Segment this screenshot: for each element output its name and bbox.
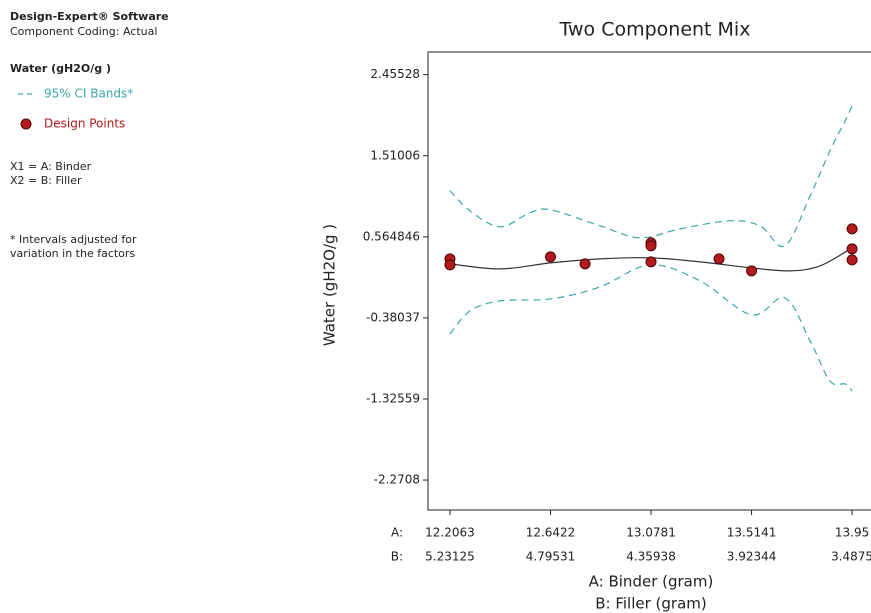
design-point xyxy=(847,244,857,254)
y-tick-label: -2.2708 xyxy=(374,473,420,487)
design-point xyxy=(646,257,656,267)
legend-label: Design Points xyxy=(44,117,125,131)
y-tick-label: -1.32559 xyxy=(366,391,420,405)
legend-marker xyxy=(21,119,31,129)
y-tick-label: -0.38037 xyxy=(366,310,420,324)
x-tick-label: 13.5141 xyxy=(727,526,777,540)
plot-area xyxy=(428,52,871,510)
x-prefix: A: xyxy=(391,526,403,540)
x-tick-label: 4.79531 xyxy=(526,550,576,564)
y-tick-label: 1.51006 xyxy=(370,148,420,162)
design-point xyxy=(646,241,656,251)
x-axis-label: B: Filler (gram) xyxy=(595,595,707,613)
design-point xyxy=(847,224,857,234)
design-point xyxy=(714,254,724,264)
x-tick-label: 3.4875 xyxy=(831,550,871,564)
design-point xyxy=(847,255,857,265)
x-tick-label: 4.35938 xyxy=(626,550,676,564)
page: Design-Expert® Software Component Coding… xyxy=(0,0,871,613)
x-tick-label: 3.92344 xyxy=(727,550,777,564)
x-tick-label: 5.23125 xyxy=(425,550,475,564)
legend-label: 95% CI Bands* xyxy=(44,87,133,101)
x-tick-label: 13.0781 xyxy=(626,526,676,540)
y-tick-label: 2.45528 xyxy=(370,67,420,81)
design-point xyxy=(445,260,455,270)
design-point xyxy=(546,252,556,262)
x-tick-label: 12.2063 xyxy=(425,526,475,540)
design-point xyxy=(747,266,757,276)
x-axis-label: A: Binder (gram) xyxy=(589,573,714,591)
chart-title: Two Component Mix xyxy=(559,19,751,41)
ci-band xyxy=(450,265,852,391)
y-axis-label: Water (gH2O/g ) xyxy=(321,224,339,346)
x-prefix: B: xyxy=(391,550,403,564)
y-tick-label: 0.564846 xyxy=(363,229,420,243)
ci-band xyxy=(450,106,852,247)
x-tick-label: 12.6422 xyxy=(526,526,576,540)
design-point xyxy=(580,259,590,269)
chart: Two Component Mix Water (gH2O/g ) A: Bin… xyxy=(0,0,871,613)
x-tick-label: 13.95 xyxy=(835,526,869,540)
